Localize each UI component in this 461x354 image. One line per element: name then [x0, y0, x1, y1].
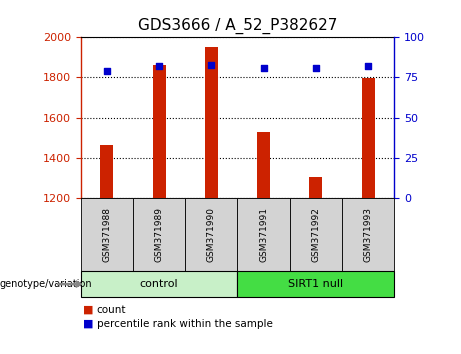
Title: GDS3666 / A_52_P382627: GDS3666 / A_52_P382627 — [138, 18, 337, 34]
Text: control: control — [140, 279, 178, 289]
Text: percentile rank within the sample: percentile rank within the sample — [97, 319, 273, 329]
Text: GSM371989: GSM371989 — [154, 207, 164, 262]
Bar — [153, 65, 165, 198]
Point — [312, 65, 319, 70]
Text: ■: ■ — [83, 319, 94, 329]
Bar — [361, 79, 374, 198]
Point — [155, 63, 163, 69]
Text: ■: ■ — [83, 305, 94, 315]
Text: GSM371992: GSM371992 — [311, 207, 320, 262]
Text: GSM371991: GSM371991 — [259, 207, 268, 262]
Point — [207, 62, 215, 67]
Bar — [309, 177, 322, 198]
Point — [260, 65, 267, 70]
Bar — [205, 47, 218, 198]
Point — [103, 68, 111, 74]
Text: GSM371990: GSM371990 — [207, 207, 216, 262]
Point — [364, 63, 372, 69]
Bar — [100, 145, 113, 198]
Bar — [257, 132, 270, 198]
Text: GSM371988: GSM371988 — [102, 207, 111, 262]
Text: count: count — [97, 305, 126, 315]
Text: genotype/variation: genotype/variation — [0, 279, 93, 289]
Text: SIRT1 null: SIRT1 null — [288, 279, 343, 289]
Text: GSM371993: GSM371993 — [364, 207, 372, 262]
